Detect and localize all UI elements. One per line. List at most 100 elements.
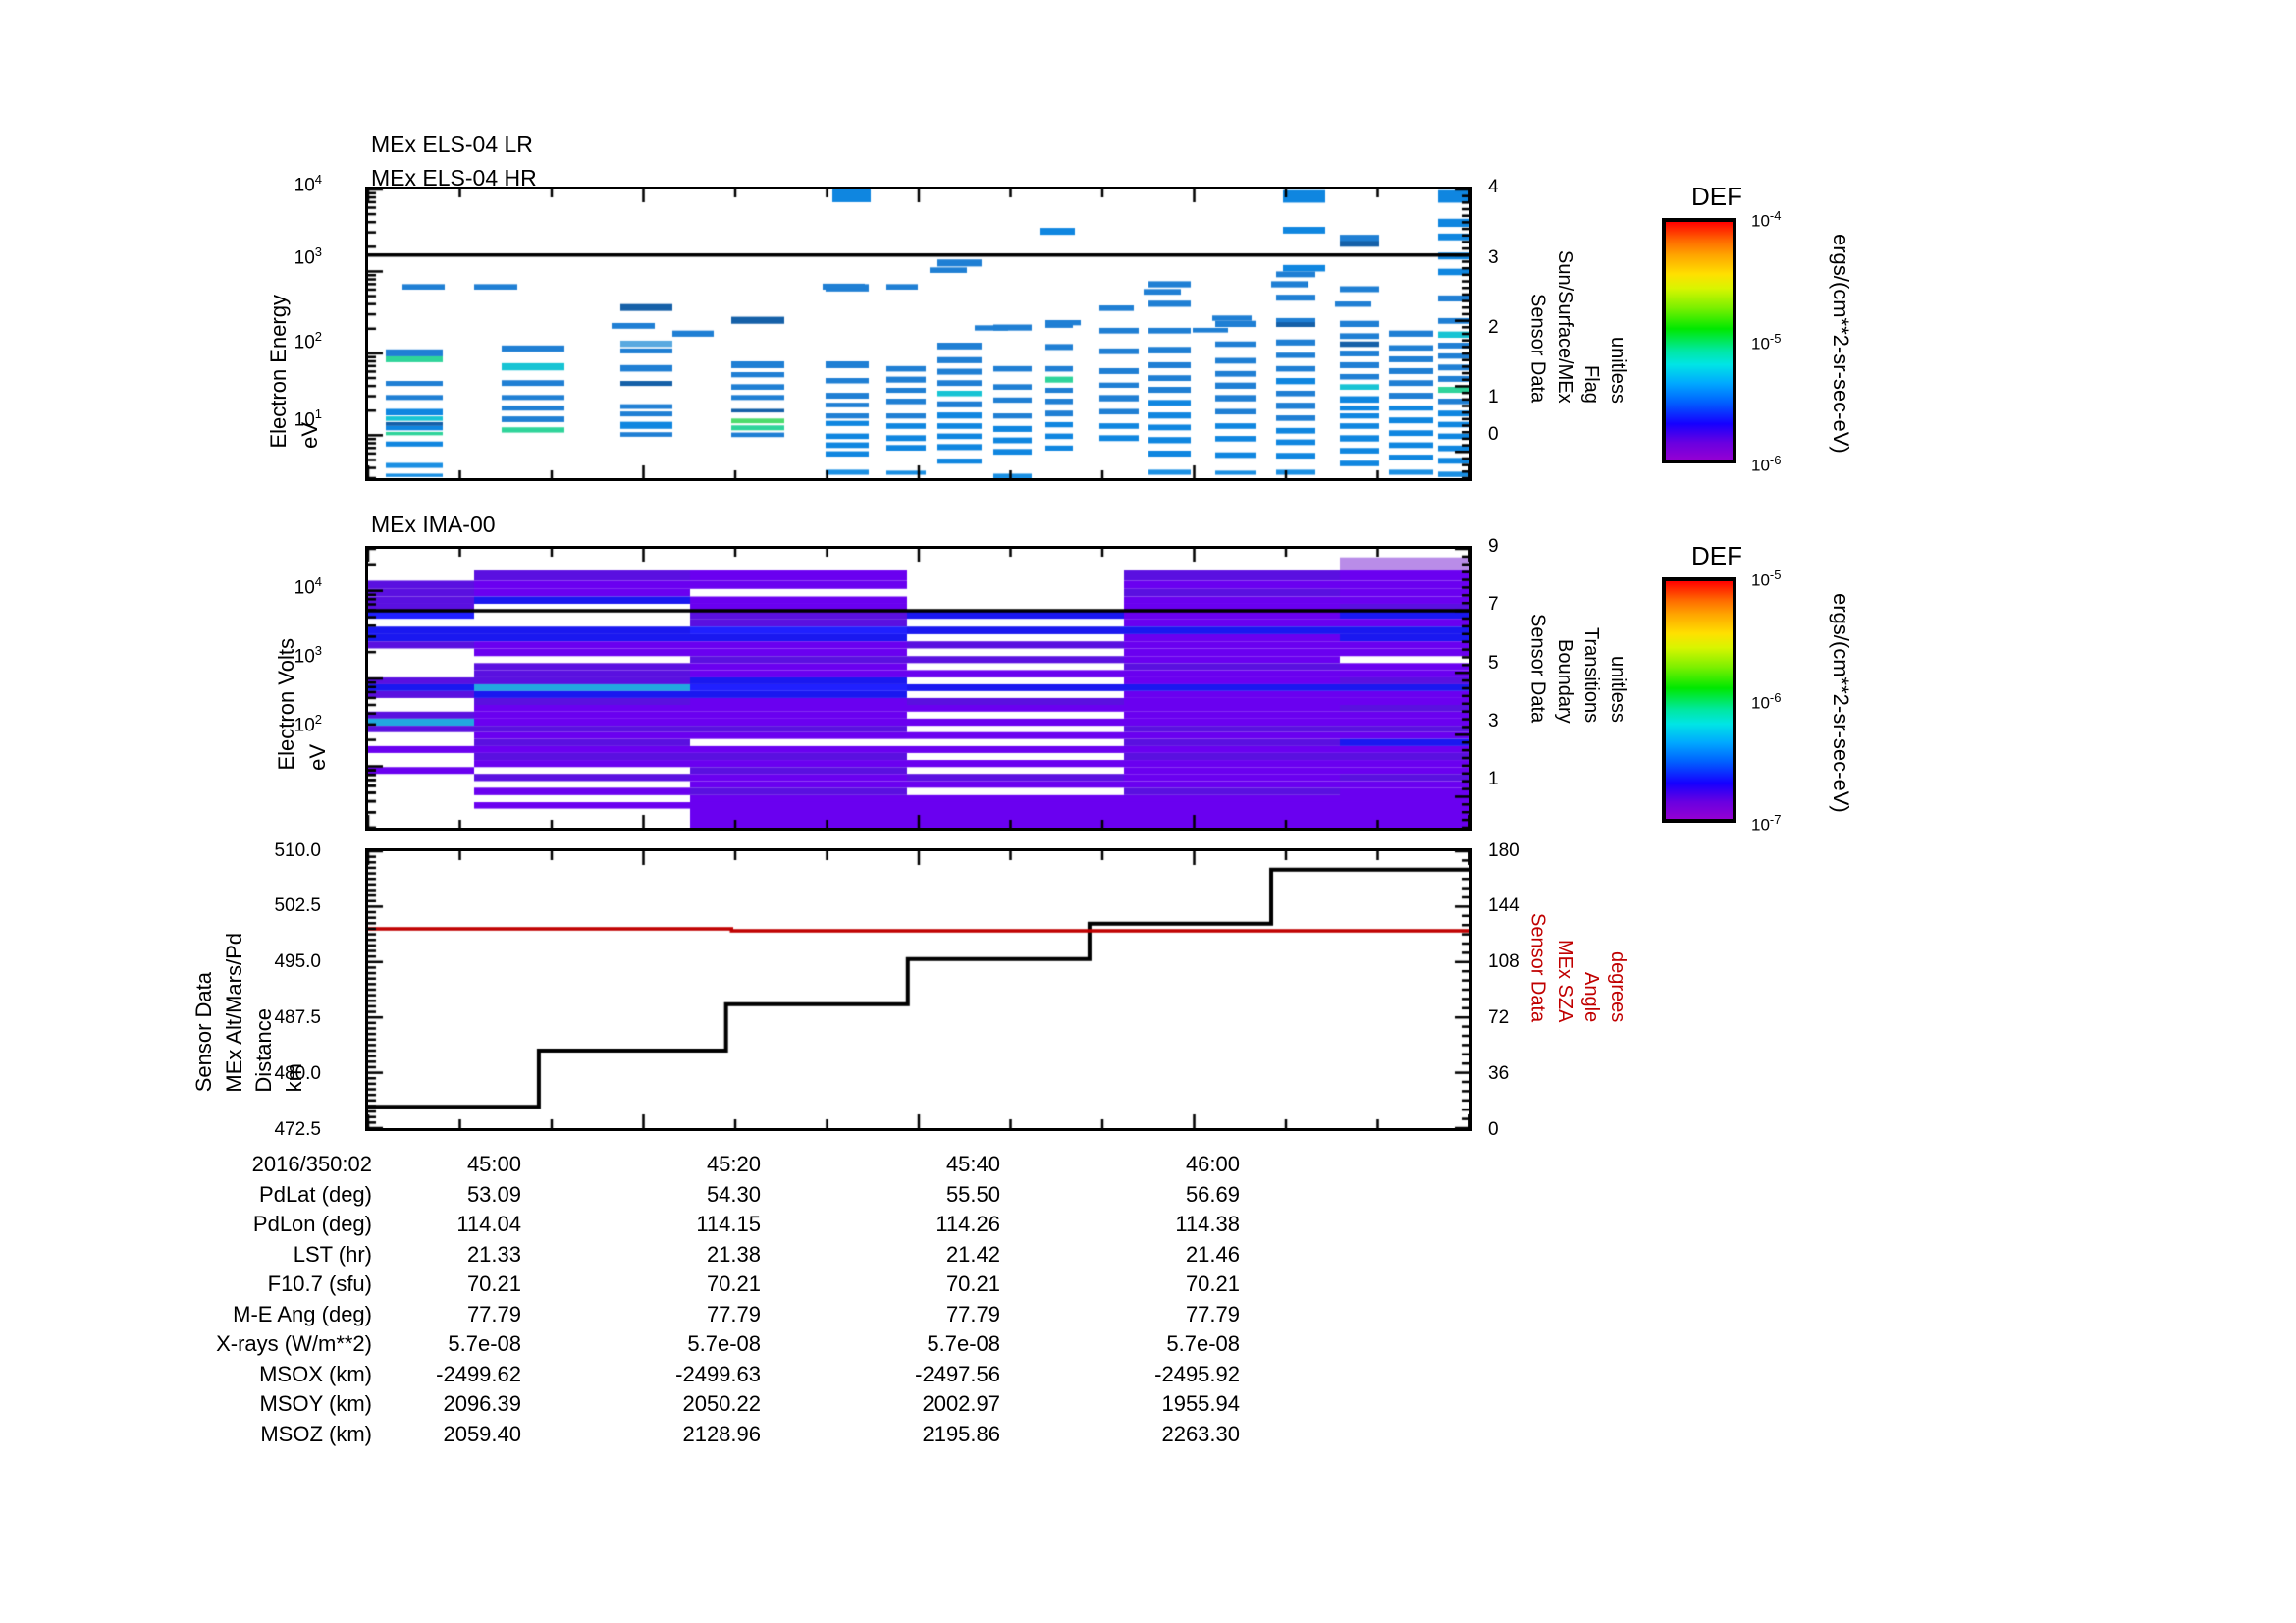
info-cell: 53.09 bbox=[466, 1181, 521, 1207]
colorbar-2-title: DEF bbox=[1691, 541, 1742, 570]
top-r-tick-3: 3 bbox=[1488, 247, 1499, 268]
bot-y-tick-4725: 472.5 bbox=[274, 1119, 321, 1140]
info-cell: 77.79 bbox=[1185, 1301, 1240, 1326]
info-cell: 46:00 bbox=[1185, 1152, 1240, 1176]
info-row-label: 2016/350:02 bbox=[251, 1152, 372, 1176]
bottom-panel-right-axis-label: Sensor Data MEx SZA Angle degrees bbox=[1526, 913, 1629, 1023]
info-cell: 70.21 bbox=[706, 1271, 761, 1296]
info-cell: 45:00 bbox=[466, 1152, 521, 1176]
info-row-label: MSOX (km) bbox=[259, 1361, 372, 1386]
info-cell: 77.79 bbox=[706, 1301, 761, 1326]
middle-panel-title: MEx IMA-00 bbox=[371, 512, 496, 537]
mid-r-tick-9: 9 bbox=[1488, 536, 1499, 557]
top-y-tick-1e2: 102 bbox=[294, 329, 322, 353]
info-cell: 2002.97 bbox=[922, 1391, 1000, 1416]
info-cell: 45:40 bbox=[945, 1152, 1000, 1176]
info-cell: 21.38 bbox=[706, 1241, 761, 1267]
info-cell: 114.38 bbox=[1175, 1212, 1240, 1236]
info-cell: 1955.94 bbox=[1161, 1391, 1240, 1416]
colorbar-1-min-label: 10-6 bbox=[1751, 453, 1782, 475]
top-panel-y-axis-label: Electron Energy eV bbox=[266, 295, 322, 449]
info-cell: 21.46 bbox=[1185, 1241, 1240, 1267]
colorbar-1-mid-label: 10-5 bbox=[1751, 331, 1782, 353]
info-row-label: PdLon (deg) bbox=[252, 1212, 372, 1236]
info-cell: 2195.86 bbox=[922, 1421, 1000, 1446]
colorbar-2-min-label: 10-7 bbox=[1751, 812, 1782, 835]
mid-r-tick-1: 1 bbox=[1488, 769, 1499, 789]
bot-r-tick-144: 144 bbox=[1488, 895, 1520, 916]
info-row-label: LST (hr) bbox=[293, 1241, 372, 1267]
top-spectrogram-canvas bbox=[368, 189, 1469, 478]
ephemeris-info-table: 2016/350:02 45:00 45:20 45:40 46:00 PdLat (de… bbox=[183, 1151, 1240, 1450]
table-row: MSOX (km) -2499.62 -2499.63 -2497.56 -2495.9… bbox=[183, 1361, 1240, 1391]
info-cell: 54.30 bbox=[706, 1181, 761, 1207]
top-r-tick-1: 1 bbox=[1488, 387, 1499, 407]
info-cell: 114.15 bbox=[696, 1212, 761, 1236]
bot-y-tick-495: 495.0 bbox=[274, 951, 321, 972]
info-cell: -2495.92 bbox=[1154, 1361, 1240, 1386]
info-cell: 21.42 bbox=[945, 1241, 1000, 1267]
bot-y-tick-5025: 502.5 bbox=[274, 895, 321, 916]
info-cell: 77.79 bbox=[945, 1301, 1000, 1326]
info-row-label: F10.7 (sfu) bbox=[267, 1271, 372, 1296]
colorbar-1-units: ergs/(cm**2-sr-sec-eV) bbox=[1829, 234, 1853, 454]
info-cell: 5.7e-08 bbox=[1166, 1331, 1240, 1356]
mid-y-tick-1e3: 103 bbox=[294, 643, 322, 668]
middle-panel-right-axis-label: Sensor Data Boundary Transitions unitles… bbox=[1526, 614, 1629, 724]
table-row: X-rays (W/m**2) 5.7e-08 5.7e-08 5.7e-08 5.7e… bbox=[183, 1330, 1240, 1361]
colorbar-1-title: DEF bbox=[1691, 182, 1742, 211]
table-row: M-E Ang (deg) 77.79 77.79 77.79 77.79 bbox=[183, 1301, 1240, 1331]
info-cell: 70.21 bbox=[945, 1271, 1000, 1296]
bot-y-tick-4875: 487.5 bbox=[274, 1007, 321, 1028]
bot-y-tick-480: 480.0 bbox=[274, 1063, 321, 1084]
info-row-label: M-E Ang (deg) bbox=[233, 1301, 372, 1326]
colorbar-2-units: ergs/(cm**2-sr-sec-eV) bbox=[1829, 593, 1853, 813]
info-cell: 77.79 bbox=[466, 1301, 521, 1326]
colorbar-2-mid-label: 10-6 bbox=[1751, 690, 1782, 713]
table-row: MSOY (km) 2096.39 2050.22 2002.97 1955.94 bbox=[183, 1390, 1240, 1421]
info-cell: -2499.62 bbox=[436, 1361, 521, 1386]
info-cell: 70.21 bbox=[1185, 1271, 1240, 1296]
mid-r-tick-7: 7 bbox=[1488, 594, 1499, 615]
info-cell: 2059.40 bbox=[443, 1421, 521, 1446]
info-cell: 2263.30 bbox=[1161, 1421, 1240, 1446]
info-cell: 114.26 bbox=[935, 1212, 1000, 1236]
table-row: F10.7 (sfu) 70.21 70.21 70.21 70.21 bbox=[183, 1271, 1240, 1301]
table-row: PdLon (deg) 114.04 114.15 114.26 114.38 bbox=[183, 1211, 1240, 1241]
mid-r-tick-5: 5 bbox=[1488, 653, 1499, 674]
colorbar-1-max-label: 10-4 bbox=[1751, 208, 1782, 231]
info-cell: 21.33 bbox=[466, 1241, 521, 1267]
info-row-label: MSOZ (km) bbox=[260, 1421, 372, 1446]
top-y-tick-1e4: 104 bbox=[294, 172, 322, 196]
top-panel-title-lr: MEx ELS-04 LR bbox=[371, 132, 533, 157]
info-cell: 5.7e-08 bbox=[448, 1331, 521, 1356]
top-r-tick-4: 4 bbox=[1488, 177, 1499, 197]
bot-r-tick-180: 180 bbox=[1488, 840, 1520, 861]
bottom-line-canvas bbox=[368, 851, 1469, 1128]
top-r-tick-2: 2 bbox=[1488, 317, 1499, 338]
info-row-label: X-rays (W/m**2) bbox=[216, 1331, 372, 1356]
middle-spectrogram-plot bbox=[365, 546, 1472, 831]
mid-r-tick-3: 3 bbox=[1488, 711, 1499, 731]
middle-spectrogram-canvas bbox=[368, 549, 1469, 828]
info-row-label: MSOY (km) bbox=[259, 1391, 372, 1416]
bot-r-tick-0: 0 bbox=[1488, 1119, 1499, 1140]
top-y-tick-1e3: 103 bbox=[294, 244, 322, 269]
mid-y-tick-1e2: 102 bbox=[294, 712, 322, 736]
info-cell: -2497.56 bbox=[915, 1361, 1000, 1386]
info-cell: 5.7e-08 bbox=[927, 1331, 1000, 1356]
top-r-tick-0: 0 bbox=[1488, 424, 1499, 445]
bot-r-tick-36: 36 bbox=[1488, 1063, 1510, 1084]
info-cell: 45:20 bbox=[706, 1152, 761, 1176]
top-spectrogram-plot bbox=[365, 187, 1472, 481]
info-cell: 5.7e-08 bbox=[687, 1331, 761, 1356]
bot-r-tick-72: 72 bbox=[1488, 1007, 1510, 1028]
info-cell: -2499.63 bbox=[675, 1361, 761, 1386]
colorbar-2-max-label: 10-5 bbox=[1751, 568, 1782, 590]
info-cell: 2096.39 bbox=[443, 1391, 521, 1416]
info-cell: 70.21 bbox=[466, 1271, 521, 1296]
info-cell: 2128.96 bbox=[682, 1421, 761, 1446]
top-panel-title-hr: MEx ELS-04 HR bbox=[371, 165, 537, 190]
bot-y-tick-510: 510.0 bbox=[274, 840, 321, 861]
info-cell: 55.50 bbox=[945, 1181, 1000, 1207]
